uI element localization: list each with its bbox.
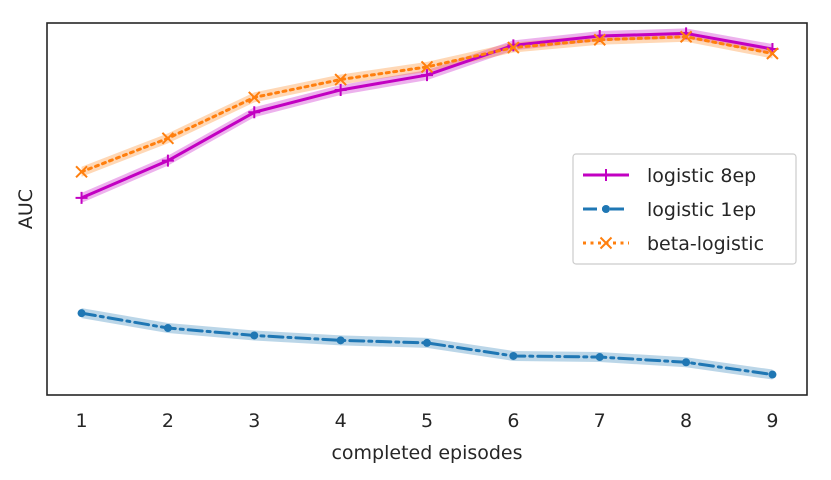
y-axis-label: AUC <box>15 189 37 229</box>
legend-marker-logistic-8ep <box>600 169 612 181</box>
logistic-1ep-point-1 <box>77 309 86 318</box>
beta-logistic-point-9 <box>766 47 779 60</box>
x-axis-ticks: 1 2 3 4 5 6 7 8 9 <box>75 410 778 432</box>
logistic-8ep-point-1 <box>75 191 88 204</box>
beta-logistic-point-8 <box>679 30 693 43</box>
x-tick-label-5: 5 <box>421 410 433 432</box>
x-tick-label-7: 7 <box>594 410 606 432</box>
logistic-1ep-point-8 <box>682 358 691 367</box>
beta-logistic-point-4 <box>334 73 347 86</box>
x-tick-label-2: 2 <box>162 410 174 432</box>
beta-logistic-point-2 <box>161 132 175 145</box>
legend-label-logistic-8ep: logistic 8ep <box>647 165 756 187</box>
x-tick-label-4: 4 <box>335 410 347 432</box>
beta-logistic-point-1 <box>75 165 88 179</box>
logistic-8ep-point-5 <box>421 69 433 82</box>
beta-logistic-point-6 <box>507 41 520 54</box>
logistic-1ep-point-5 <box>423 338 431 347</box>
logistic-8ep-point-2 <box>161 154 174 167</box>
x-tick-label-9: 9 <box>766 410 778 432</box>
legend: logistic 8ep logistic 1ep beta-logistic <box>572 153 797 265</box>
x-tick-label-3: 3 <box>248 410 260 432</box>
legend-label-beta-logistic: beta-logistic <box>647 233 764 255</box>
logistic-8ep-point-4 <box>334 83 347 96</box>
logistic-1ep-point-2 <box>163 324 172 333</box>
beta-logistic-point-7 <box>593 33 606 46</box>
x-axis-label: completed episodes <box>331 442 522 464</box>
x-tick-label-1: 1 <box>75 410 87 432</box>
legend-box <box>572 153 797 265</box>
legend-marker-logistic-1ep <box>602 205 610 213</box>
legend-marker-beta-logistic <box>599 236 613 250</box>
x-tick-label-8: 8 <box>680 410 692 432</box>
logistic-8ep-point-3 <box>248 106 261 119</box>
x-tick-label-6: 6 <box>507 410 519 432</box>
legend-label-logistic-1ep: logistic 1ep <box>647 199 756 221</box>
logistic-1ep-point-3 <box>250 331 259 340</box>
logistic-1ep-point-6 <box>509 351 518 360</box>
series-markers <box>75 27 779 379</box>
logistic-1ep-point-4 <box>336 336 345 345</box>
beta-logistic-point-3 <box>248 91 261 104</box>
logistic-1ep-point-7 <box>595 353 604 362</box>
logistic-1ep-point-9 <box>768 370 777 379</box>
plot-area-frame <box>46 22 808 396</box>
beta-logistic-point-5 <box>420 60 434 74</box>
logistic-8ep-point-6 <box>507 39 520 52</box>
